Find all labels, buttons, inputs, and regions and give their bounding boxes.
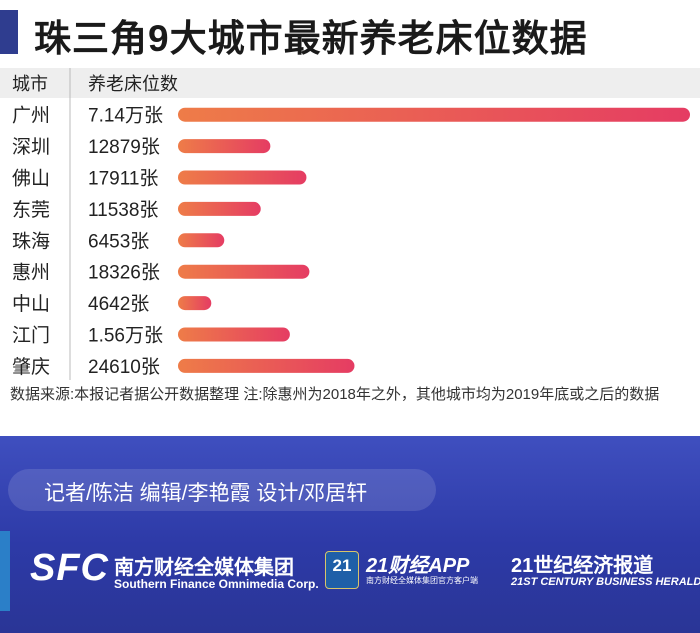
bar-chart: 城市 养老床位数 广州 7.14万张深圳 12879张佛山 17911张东莞 11538… (0, 68, 700, 380)
herald-name-en: 21ST CENTURY BUSINESS HERALD (511, 576, 700, 588)
title-bar: 珠三角9大城市最新养老床位数据 (0, 0, 700, 62)
app-logo-badge: 21 (325, 551, 359, 589)
logo-band: SFC 南方财经全媒体集团 Southern Finance Omnimedia… (0, 531, 700, 611)
bar (178, 264, 310, 279)
sfc-logo: SFC (30, 547, 109, 589)
category-label: 中山 (12, 293, 50, 315)
footer: 记者/陈洁 编辑/李艳霞 设计/邓居轩 SFC 南方财经全媒体集团 Southe… (0, 436, 700, 633)
value-label: 11538张 (88, 199, 158, 221)
bar (178, 139, 271, 154)
bar (178, 296, 212, 311)
source-note: 数据来源:本报记者据公开数据整理 注:除惠州为2018年之外，其他城市均为201… (10, 386, 660, 403)
table-header-bg (0, 68, 700, 98)
category-label: 肇庆 (12, 356, 50, 378)
value-label: 6453张 (88, 230, 149, 252)
credits-pill: 记者/陈洁 编辑/李艳霞 设计/邓居轩 (8, 469, 436, 511)
title-accent-bar (0, 10, 18, 54)
category-label: 东莞 (12, 199, 50, 221)
header-value: 养老床位数 (88, 74, 178, 94)
bar (178, 170, 307, 185)
sfc-name-cn: 南方财经全媒体集团 (114, 557, 294, 579)
bar (178, 327, 290, 342)
logo-band-accent (0, 531, 10, 611)
category-label: 江门 (12, 325, 50, 347)
bar (178, 201, 261, 216)
page-title: 珠三角9大城市最新养老床位数据 (34, 18, 588, 59)
credits-text: 记者/陈洁 编辑/李艳霞 设计/邓居轩 (44, 482, 368, 505)
value-label: 24610张 (88, 356, 160, 378)
value-label: 1.56万张 (88, 325, 163, 347)
app-subtitle: 南方财经全媒体集团官方客户端 (366, 576, 478, 585)
app-name: 21财经APP (366, 555, 470, 577)
header-category: 城市 (12, 74, 48, 94)
category-label: 佛山 (12, 168, 50, 190)
bar (178, 107, 690, 122)
category-label: 广州 (12, 105, 50, 127)
category-label: 深圳 (12, 136, 50, 158)
sfc-name-en: Southern Finance Omnimedia Corp. (114, 577, 319, 591)
bar (178, 358, 355, 373)
value-label: 18326张 (88, 262, 160, 284)
value-label: 4642张 (88, 293, 149, 315)
herald-name-cn: 21世纪经济报道 (511, 555, 654, 577)
value-label: 17911张 (88, 168, 158, 190)
value-label: 7.14万张 (88, 105, 163, 127)
app-logo-badge-number: 21 (332, 556, 352, 575)
value-label: 12879张 (88, 136, 160, 158)
category-label: 珠海 (12, 230, 50, 252)
bar (178, 233, 225, 248)
category-label: 惠州 (12, 262, 50, 284)
